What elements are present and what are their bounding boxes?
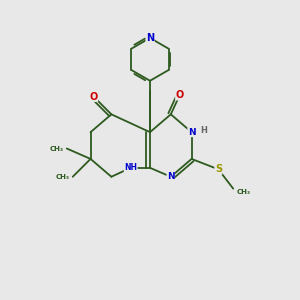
Text: CH₃: CH₃ — [236, 189, 250, 195]
Text: N: N — [146, 33, 154, 43]
Text: S: S — [215, 164, 222, 174]
Text: O: O — [89, 92, 98, 101]
Text: O: O — [176, 90, 184, 100]
Text: CH₃: CH₃ — [49, 146, 63, 152]
Text: N: N — [188, 128, 195, 137]
Text: NH: NH — [124, 163, 137, 172]
Text: CH₃: CH₃ — [55, 174, 69, 180]
Text: H: H — [201, 126, 208, 135]
Text: N: N — [167, 172, 175, 181]
